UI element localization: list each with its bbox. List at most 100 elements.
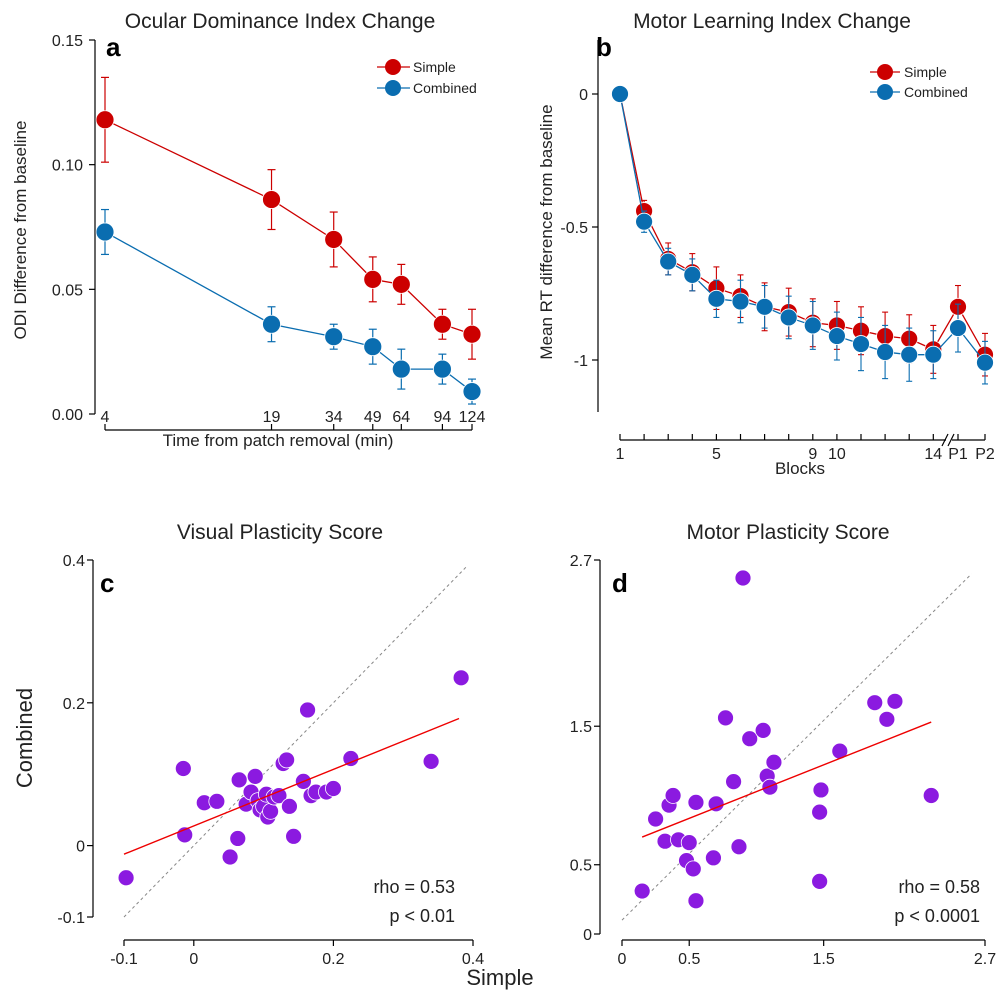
panel-d-rho: rho = 0.58 — [898, 877, 980, 897]
panel-b-y-tick-label: 0 — [579, 87, 588, 104]
panel-a-legend-label: Simple — [413, 59, 456, 75]
panel-b-motor-learning: Motor Learning Index Change b Mean RT di… — [537, 10, 995, 478]
panel-c-letter: c — [100, 568, 114, 598]
panel-d-x-tick-label: 0.5 — [678, 951, 700, 968]
panel-d-point — [647, 810, 665, 828]
panel-a-point-combined — [432, 359, 452, 379]
panel-b-point-combined — [731, 292, 750, 311]
panel-d-letter: d — [612, 568, 628, 598]
panel-d-point — [741, 730, 759, 748]
panel-b-ylabel: Mean RT difference from baseline — [537, 104, 556, 359]
panel-c-point — [422, 752, 440, 770]
panel-b-point-combined — [659, 252, 678, 271]
panel-b-point-combined — [876, 343, 894, 361]
shared-ylabel: Combined — [12, 688, 37, 788]
panel-c-y-tick-label: 0.4 — [63, 553, 85, 570]
panel-d-y-tick-label: 2.7 — [570, 553, 592, 570]
panel-a-series-simple — [95, 76, 482, 360]
panel-a-legend: Simple Combined — [377, 59, 477, 96]
panel-a-point-combined — [391, 359, 411, 379]
panel-a-point-simple — [391, 274, 411, 294]
panel-b-x-tick-label: 9 — [808, 446, 817, 463]
panel-a-x-tick-label: 64 — [392, 409, 410, 426]
panel-b-point-combined — [707, 289, 726, 308]
panel-a-x-tick-label: 49 — [364, 409, 382, 426]
panel-c-visual-plasticity: Visual Plasticity Score c rho = 0.53 p <… — [57, 521, 484, 968]
panel-b-point-combined — [852, 335, 870, 353]
panel-b-title: Motor Learning Index Change — [633, 10, 911, 33]
panel-b-line-combined — [619, 93, 986, 364]
panel-a-point-simple — [432, 314, 452, 334]
panel-a-legend-marker — [385, 80, 401, 96]
panel-c-y-tick-label: -0.1 — [57, 910, 85, 927]
panel-b-point-combined — [828, 327, 846, 345]
panel-b-point-combined — [924, 345, 943, 364]
panel-d-point — [687, 892, 705, 910]
panel-d-point — [811, 872, 829, 890]
panel-b-legend-label: Simple — [904, 64, 947, 80]
panel-a-point-combined — [95, 222, 115, 242]
panel-a-y-tick-label: 0.05 — [52, 282, 83, 299]
panel-d-point — [812, 781, 830, 799]
panel-b-point-combined — [779, 308, 798, 327]
panel-d-x-tick-label: 2.7 — [974, 951, 996, 968]
panel-b-x-tick-label: 10 — [828, 446, 846, 463]
panel-b-x-tick-label: P1 — [948, 446, 968, 463]
panel-d-point — [705, 849, 722, 867]
panel-c-rho: rho = 0.53 — [373, 877, 455, 897]
panel-a-line-simple — [104, 119, 473, 335]
panel-b-legend: Simple Combined — [870, 64, 968, 100]
panel-d-point — [922, 787, 940, 804]
panel-d-point — [811, 803, 829, 821]
panel-b-line-simple — [619, 93, 986, 355]
panel-c-point — [221, 848, 239, 866]
panel-d-point — [734, 569, 752, 587]
panel-a-point-combined — [324, 327, 344, 347]
panel-d-y-tick-label: 0.5 — [570, 858, 592, 875]
panel-d-point — [878, 710, 896, 728]
panel-d-x-tick-label: 0 — [618, 951, 627, 968]
panel-a-x-tick-label: 94 — [433, 409, 451, 426]
panel-b-xlabel: Blocks — [775, 459, 825, 478]
panel-c-point — [229, 830, 247, 847]
panel-c-point — [324, 780, 342, 797]
panel-a-letter: a — [106, 32, 121, 62]
panel-b-point-combined — [683, 265, 702, 284]
panel-c-identity-line — [123, 566, 467, 918]
panel-a-point-simple — [462, 324, 482, 344]
panel-d-point — [761, 778, 779, 796]
panel-b-axis-break-mark — [947, 433, 955, 447]
panel-a-point-simple — [262, 190, 281, 209]
panel-b-x-tick-label: P2 — [975, 446, 995, 463]
panel-c-pvalue: p < 0.01 — [389, 906, 455, 926]
shared-xlabel: Simple — [466, 965, 533, 990]
panel-d-x-tick-label: 1.5 — [813, 951, 835, 968]
panel-c-point — [299, 701, 316, 719]
panel-d-point — [866, 694, 884, 712]
panel-d-identity-line — [621, 573, 972, 921]
panel-a-y-tick-label: 0.00 — [52, 407, 83, 424]
panel-d-point — [633, 882, 651, 900]
panel-a-legend-marker — [385, 59, 401, 75]
panel-a-point-simple — [95, 110, 115, 130]
panel-a-y-tick-label: 0.15 — [52, 33, 83, 50]
panel-b-x-tick-label: 5 — [712, 446, 721, 463]
panel-a-x-tick-label: 4 — [101, 409, 110, 426]
panel-b-x-tick-label: 14 — [924, 446, 942, 463]
panel-a-x-tick-label: 34 — [325, 409, 343, 426]
panel-b-series-simple — [611, 85, 994, 377]
panel-d-point — [687, 794, 705, 811]
panel-d-title: Motor Plasticity Score — [686, 521, 889, 544]
panel-d-point — [886, 692, 904, 710]
panel-d-fit-line — [641, 721, 932, 838]
panel-a-x-tick-label: 124 — [459, 409, 486, 426]
panel-c-y-tick-label: 0.2 — [63, 696, 85, 713]
panel-c-point — [208, 792, 226, 810]
panel-b-legend-marker — [877, 84, 893, 100]
panel-a-y-tick-label: 0.10 — [52, 158, 83, 175]
panel-a-series-combined — [95, 208, 482, 405]
panel-b-point-combined — [976, 353, 994, 372]
panel-d-point — [730, 838, 748, 856]
panel-b-y-tick-label: -1 — [574, 353, 588, 370]
panel-d-point — [664, 787, 682, 804]
